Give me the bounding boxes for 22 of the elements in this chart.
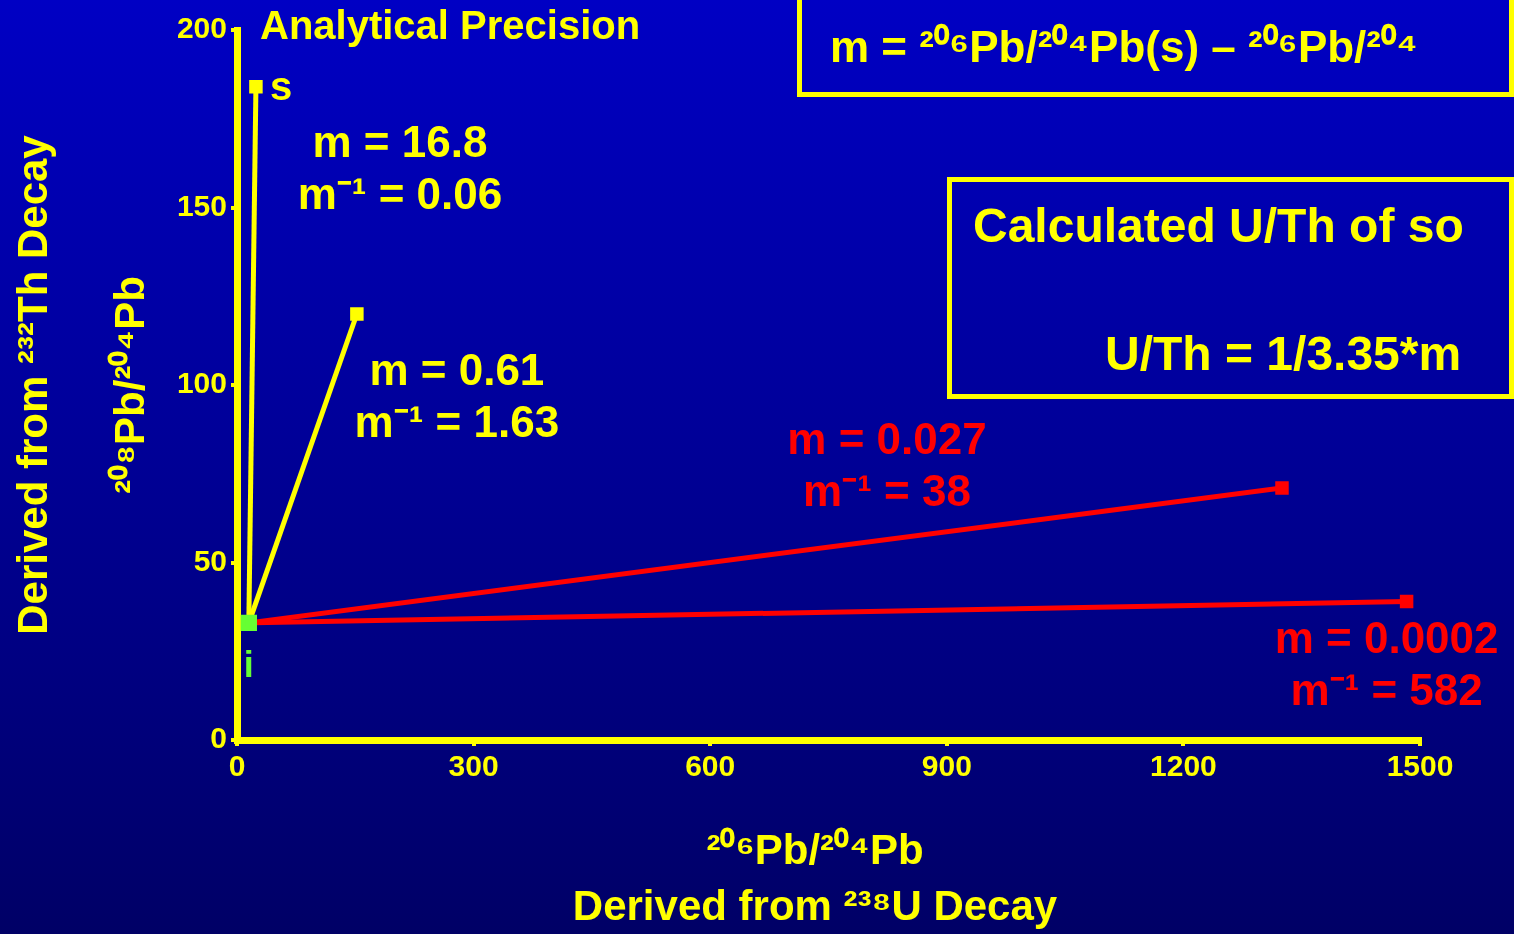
series-label: m = 0.027 m⁻¹ = 38 (787, 414, 987, 516)
x-axis-title: ²⁰⁶Pb/²⁰⁴Pb Derived from ²³⁸U Decay (572, 825, 1058, 929)
annotation: Calculated U/Th of so (973, 198, 1464, 253)
y-tick-label: 0 (210, 721, 227, 755)
y-tick-label: 150 (176, 188, 227, 222)
series-label: m = 16.8 m⁻¹ = 0.06 (297, 116, 503, 218)
x-tick-label: 600 (685, 749, 736, 783)
annotation: U/Th = 1/3.35*m (1105, 326, 1462, 381)
x-tick-label: 300 (448, 749, 499, 783)
y-tick-label: 200 (176, 11, 227, 45)
series-label: i (243, 643, 254, 685)
annotation: s (269, 63, 293, 108)
x-tick-label: 1500 (1386, 749, 1454, 783)
series-label: m = 0.61 m⁻¹ = 1.63 (354, 345, 560, 447)
series-label: m = 0.0002 m⁻¹ = 582 (1274, 612, 1499, 714)
y-tick-label: 100 (176, 366, 227, 400)
chart-title: Analytical Precision (260, 3, 641, 48)
y-axis-title: ²⁰⁸Pb/²⁰⁴Pb Derived from ²³²Th Decay (8, 134, 153, 635)
x-tick-label: 900 (921, 749, 972, 783)
annotation: m = ²⁰⁶Pb/²⁰⁴Pb(s) – ²⁰⁶Pb/²⁰⁴ (830, 21, 1418, 73)
y-tick-label: 50 (193, 543, 227, 577)
x-tick-label: 1200 (1150, 749, 1217, 783)
